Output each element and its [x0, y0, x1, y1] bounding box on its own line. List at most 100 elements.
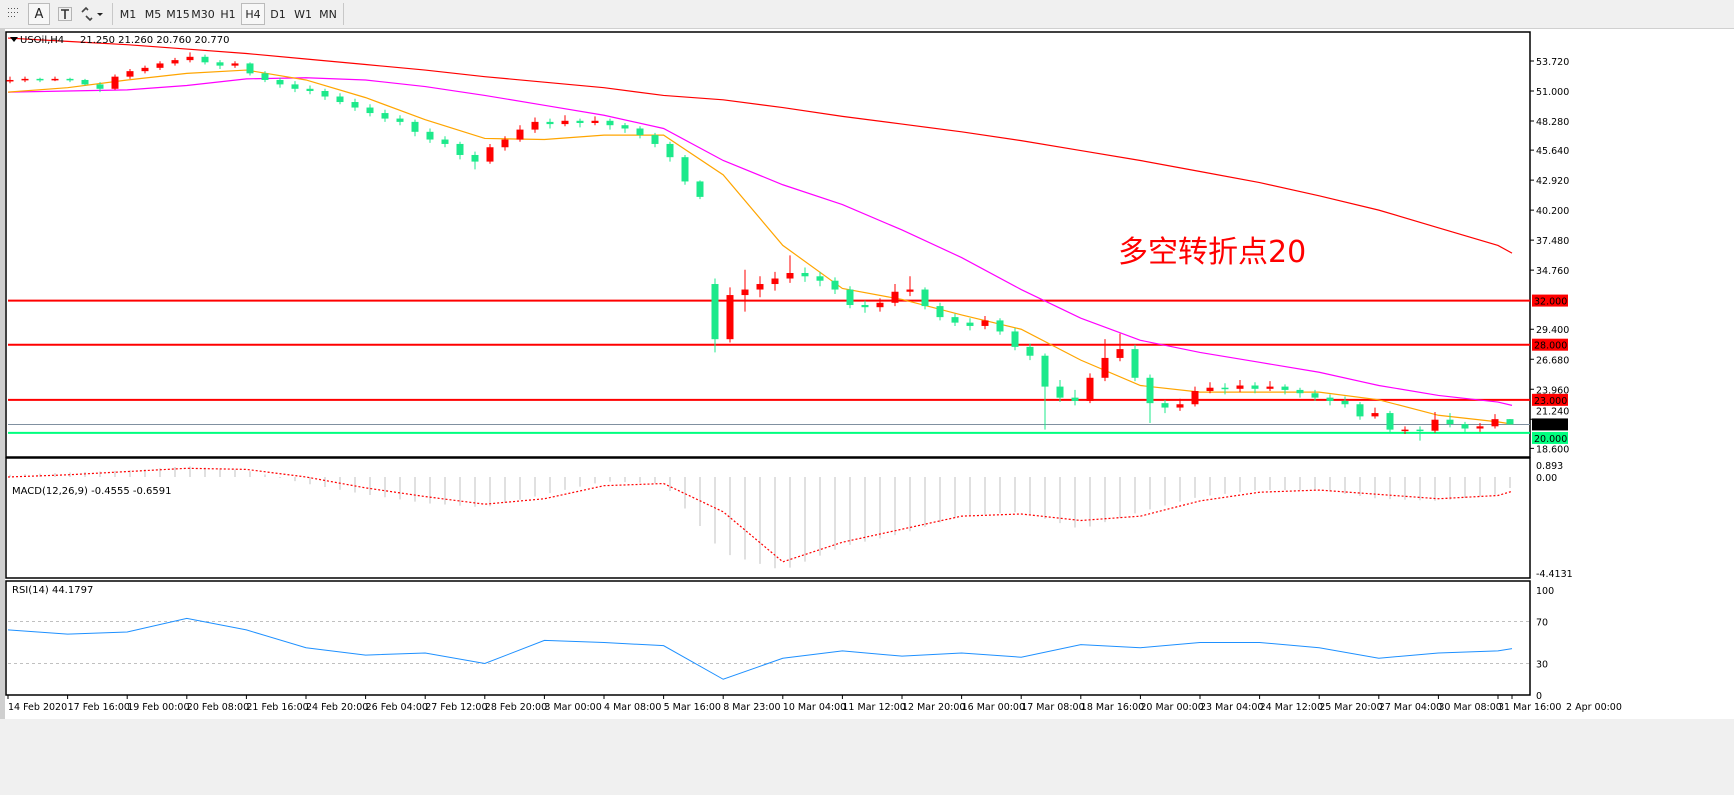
- candle-body: [1191, 391, 1199, 405]
- timeframe-m15-button[interactable]: M15: [166, 7, 190, 21]
- time-label: 30 Mar 08:00: [1438, 702, 1501, 713]
- timeframe-h4-button[interactable]: H4: [241, 3, 265, 25]
- candle: [1251, 382, 1259, 394]
- candle: [726, 287, 734, 343]
- crosshair-grid-icon[interactable]: [4, 3, 26, 25]
- timeframe-w1-button[interactable]: W1: [294, 7, 312, 21]
- rsi-tick-label: 100: [1536, 586, 1554, 597]
- candle: [1221, 383, 1229, 395]
- candle: [51, 76, 59, 82]
- candle: [1311, 389, 1319, 401]
- candle-body: [246, 63, 254, 74]
- candle-body: [666, 143, 674, 158]
- level-price-tag: [1532, 393, 1568, 406]
- candle-body: [351, 102, 359, 108]
- macd-tick-label: -4.4131: [1536, 569, 1573, 580]
- candle: [591, 116, 599, 126]
- candle-body: [1506, 419, 1514, 425]
- candle: [471, 151, 479, 170]
- macd-tick-label: 0.893: [1536, 461, 1563, 472]
- candle-body: [1476, 426, 1484, 429]
- moving-average-slow-red: [7, 37, 1513, 254]
- time-label: 23 Mar 04:00: [1200, 702, 1263, 713]
- time-label: 8 Mar 23:00: [723, 702, 780, 713]
- candle: [426, 128, 434, 143]
- macd-panel-frame: [5, 457, 1531, 579]
- candle-body: [456, 143, 464, 155]
- timeframe-m1-button[interactable]: M1: [119, 7, 137, 21]
- candle: [411, 119, 419, 137]
- level-price-label: 32.000: [1534, 297, 1567, 308]
- candle-body: [741, 289, 749, 296]
- price-tick-label: 51.000: [1536, 87, 1569, 98]
- candle: [1101, 339, 1109, 382]
- timeframe-m30-button[interactable]: M30: [191, 7, 215, 21]
- candle-body: [831, 280, 839, 290]
- candle-body: [801, 272, 809, 277]
- time-label: 31 Mar 16:00: [1498, 702, 1561, 713]
- timeframe-h1-button[interactable]: H1: [220, 7, 236, 21]
- candle: [546, 118, 554, 129]
- candle: [186, 52, 194, 63]
- time-label: 28 Feb 20:00: [485, 702, 547, 713]
- candle-body: [1146, 377, 1154, 404]
- candle: [621, 122, 629, 133]
- candle: [1236, 379, 1244, 393]
- text-tool-button[interactable]: A: [28, 3, 50, 25]
- candle-body: [846, 289, 854, 305]
- candle: [711, 278, 719, 353]
- candle-body: [81, 79, 89, 85]
- candle: [336, 93, 344, 105]
- rsi-title: RSI(14) 44.1797: [12, 585, 93, 596]
- level-price-tag: [1532, 294, 1568, 307]
- timeframe-mn-button[interactable]: MN: [319, 7, 337, 21]
- timeframe-d1-button[interactable]: D1: [270, 7, 286, 21]
- candle-body: [66, 78, 74, 81]
- candle-body: [516, 129, 524, 140]
- annotation-text: 多空转折点20: [1118, 235, 1306, 270]
- candle: [321, 88, 329, 100]
- chart-window[interactable]: [0, 29, 1734, 719]
- macd-tick-label: 0.00: [1536, 473, 1557, 484]
- candle: [1071, 389, 1079, 406]
- toolbar: A M1 M5 M15 M30 H1 H4 D1 W1 MN: [0, 0, 1734, 29]
- candle-body: [651, 135, 659, 144]
- candle: [96, 82, 104, 93]
- candle-body: [936, 306, 944, 318]
- candle: [1281, 384, 1289, 395]
- candle-body: [1041, 355, 1049, 387]
- candle-body: [696, 181, 704, 197]
- candle-body: [576, 120, 584, 123]
- candle-body: [216, 62, 224, 66]
- time-label: 26 Feb 04:00: [366, 702, 428, 713]
- rsi-line: [7, 617, 1513, 680]
- time-label: 27 Mar 04:00: [1379, 702, 1442, 713]
- price-tick-label: 48.280: [1536, 117, 1569, 128]
- candle-body: [1011, 331, 1019, 347]
- candle: [1491, 414, 1499, 429]
- price-tick-label: 45.640: [1536, 146, 1569, 157]
- candle: [1056, 379, 1064, 403]
- timeframe-m5-button[interactable]: M5: [144, 7, 162, 21]
- candle-body: [1206, 387, 1214, 392]
- candle: [801, 267, 809, 282]
- candle: [1431, 411, 1439, 433]
- candle-body: [231, 63, 239, 66]
- candle: [951, 313, 959, 326]
- candle: [381, 109, 389, 122]
- macd-title: MACD(12,26,9) -0.4555 -0.6591: [12, 486, 172, 497]
- candle-body: [1281, 386, 1289, 390]
- candle: [1386, 410, 1394, 433]
- price-tick-label: 34.760: [1536, 266, 1569, 277]
- arrows-dropdown-icon[interactable]: [80, 3, 106, 25]
- candle-body: [51, 78, 59, 81]
- text-label-icon[interactable]: [54, 3, 76, 25]
- candle: [846, 286, 854, 309]
- rsi-panel-frame: [5, 580, 1531, 696]
- time-label: 12 Mar 20:00: [902, 702, 965, 713]
- candle-body: [336, 96, 344, 103]
- price-tick-label: 37.480: [1536, 236, 1569, 247]
- candle: [771, 271, 779, 291]
- main-panel-frame: [5, 31, 1531, 458]
